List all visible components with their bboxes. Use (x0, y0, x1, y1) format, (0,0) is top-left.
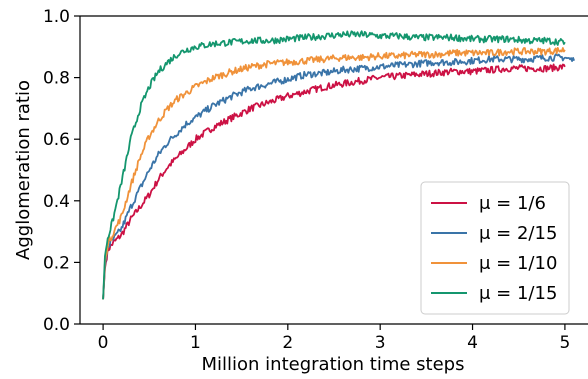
y-tick-label: 0.8 (43, 69, 70, 89)
y-tick-label: 1.0 (43, 7, 70, 27)
legend: μ = 1/6 μ = 2/15 μ = 1/10 μ = 1/15 (420, 181, 570, 315)
plot-area (102, 30, 575, 300)
x-tick-label: 5 (559, 333, 570, 353)
x-axis-label: Million integration time steps (202, 354, 465, 375)
y-tick-label: 0.4 (43, 192, 70, 212)
legend-label-2: μ = 1/10 (479, 253, 557, 274)
x-tick-label: 0 (98, 333, 109, 353)
y-tick-label: 0.6 (43, 130, 70, 150)
series-line-1 (102, 53, 575, 300)
legend-label-0: μ = 1/6 (479, 193, 546, 214)
series-line-2 (102, 46, 566, 300)
legend-label-1: μ = 2/15 (479, 223, 557, 244)
x-tick-label: 2 (282, 333, 293, 353)
series-line-3 (102, 30, 566, 300)
legend-box (420, 181, 570, 315)
series-line-0 (102, 63, 566, 300)
x-tick-label: 1 (190, 333, 201, 353)
x-tick-label: 4 (467, 333, 478, 353)
y-tick-label: 0.2 (43, 253, 70, 273)
legend-label-3: μ = 1/15 (479, 283, 557, 304)
y-axis-label: Agglomeration ratio (13, 80, 34, 260)
x-tick-label: 3 (375, 333, 386, 353)
y-tick-label: 0.0 (43, 315, 70, 335)
axes: 0 1 2 3 4 5 0.0 0.2 0.4 0.6 0.8 1.0 (43, 7, 588, 353)
